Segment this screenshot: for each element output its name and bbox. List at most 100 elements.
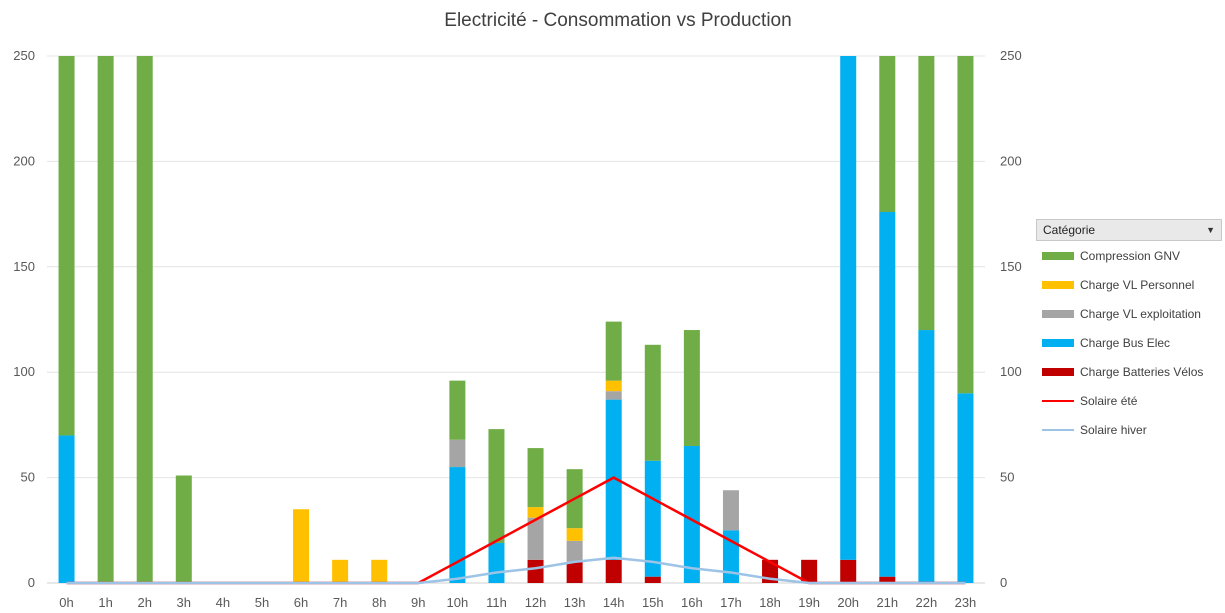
- bar-charge-vl-exploitation: [527, 517, 544, 560]
- line-solaire-ete: [66, 476, 966, 585]
- bar-charge-bus-elec: [918, 330, 935, 583]
- y-tick-label-left: 100: [13, 364, 35, 379]
- bar-charge-bus-elec: [683, 445, 700, 583]
- legend-swatch: [1042, 280, 1074, 289]
- bar-charge-bus-elec: [644, 460, 661, 577]
- bar-charge-vl-exploitation: [722, 490, 739, 531]
- x-tick-label: 12h: [525, 595, 547, 610]
- x-tick-label: 10h: [447, 595, 469, 610]
- bar-charge-vl-personnel: [566, 528, 583, 541]
- x-tick-label: 2h: [137, 595, 151, 610]
- bar-charge-vl-exploitation: [449, 439, 466, 468]
- legend-label: Charge Batteries Vélos: [1080, 364, 1204, 379]
- x-axis: 0h 1h 2h 3h 4h 5h 6h 7h 8h 9h 10h 11h 12h 13h 14h 15h 16…: [59, 595, 976, 610]
- x-tick-label: 23h: [955, 595, 977, 610]
- y-tick-label-right: 250: [1000, 48, 1022, 63]
- x-tick-label: 4h: [216, 595, 230, 610]
- legend-filter-dropdown[interactable]: Catégorie ▼: [1036, 219, 1222, 241]
- x-tick-label: 17h: [720, 595, 742, 610]
- y-tick-label-right: 0: [1000, 575, 1007, 590]
- legend-label: Charge Bus Elec: [1080, 335, 1171, 350]
- legend-label: Charge VL Personnel: [1080, 277, 1195, 292]
- legend-item: Compression GNV: [1036, 241, 1222, 270]
- legend-label: Solaire hiver: [1080, 422, 1147, 437]
- bar-compression-gnv: [449, 380, 466, 440]
- bar-charge-batteries-velos: [566, 561, 583, 583]
- legend-item: Charge Bus Elec: [1036, 328, 1222, 357]
- legend-item: Charge VL Personnel: [1036, 270, 1222, 299]
- x-tick-label: 13h: [564, 595, 586, 610]
- y-axis-left: 0 50 100 150 200 250: [13, 48, 35, 590]
- legend-swatch: [1042, 367, 1074, 376]
- bar-charge-vl-exploitation: [566, 540, 583, 562]
- bar-compression-gnv: [683, 330, 700, 446]
- bar-compression-gnv: [97, 56, 114, 583]
- y-tick-label-right: 200: [1000, 153, 1022, 168]
- bar-charge-batteries-velos: [644, 576, 661, 583]
- bar-charge-bus-elec: [957, 393, 974, 583]
- bar-charge-vl-personnel: [332, 559, 349, 583]
- bar-compression-gnv: [644, 344, 661, 461]
- x-tick-label: 22h: [916, 595, 938, 610]
- x-tick-label: 18h: [759, 595, 781, 610]
- bar-compression-gnv: [957, 56, 974, 394]
- bar-compression-gnv: [605, 321, 622, 381]
- y-tick-label-left: 0: [28, 575, 35, 590]
- bar-charge-batteries-velos: [527, 559, 544, 583]
- legend-swatch: [1042, 338, 1074, 347]
- x-tick-label: 1h: [98, 595, 112, 610]
- x-tick-label: 6h: [294, 595, 308, 610]
- y-tick-label-left: 250: [13, 48, 35, 63]
- bar-charge-bus-elec: [58, 435, 75, 583]
- bar-charge-vl-personnel: [293, 509, 310, 583]
- bar-charge-batteries-velos: [605, 559, 622, 583]
- y-axis-right: 0 50 100 150 200 250: [1000, 48, 1022, 590]
- dropdown-arrow-icon[interactable]: ▼: [1206, 225, 1215, 235]
- bar-charge-bus-elec: [605, 399, 622, 560]
- bar-compression-gnv: [879, 56, 896, 212]
- legend-label: Solaire été: [1080, 393, 1138, 408]
- x-tick-label: 19h: [798, 595, 820, 610]
- legend-swatch: [1042, 251, 1074, 260]
- bar-charge-batteries-velos: [801, 559, 818, 583]
- x-tick-label: 9h: [411, 595, 425, 610]
- x-tick-label: 0h: [59, 595, 73, 610]
- bar-compression-gnv: [136, 56, 153, 583]
- legend-label: Compression GNV: [1080, 248, 1181, 263]
- bar-charge-bus-elec: [840, 56, 857, 560]
- y-tick-label-left: 50: [21, 470, 35, 485]
- bar-charge-vl-personnel: [371, 559, 388, 583]
- bar-charge-vl-personnel: [605, 380, 622, 392]
- x-tick-label: 11h: [486, 595, 507, 610]
- bar-compression-gnv: [175, 475, 192, 583]
- chart-title: Electricité - Consommation vs Production: [444, 10, 791, 31]
- x-tick-label: 5h: [255, 595, 269, 610]
- legend-swatch: [1042, 309, 1074, 318]
- legend-items: Compression GNV Charge VL Personnel Charge…: [1036, 241, 1222, 444]
- legend-swatch: [1042, 428, 1074, 431]
- x-tick-label: 14h: [603, 595, 625, 610]
- legend-item: Solaire hiver: [1036, 415, 1222, 444]
- bar-charge-vl-personnel: [527, 507, 544, 518]
- x-tick-label: 15h: [642, 595, 664, 610]
- bar-compression-gnv: [58, 56, 75, 436]
- x-tick-label: 8h: [372, 595, 386, 610]
- x-tick-label: 20h: [837, 595, 859, 610]
- legend: Catégorie ▼ Compression GNV Charge VL Per…: [1036, 219, 1222, 444]
- legend-item: Charge VL exploitation: [1036, 299, 1222, 328]
- y-tick-label-right: 100: [1000, 364, 1022, 379]
- legend-item: Charge Batteries Vélos: [1036, 357, 1222, 386]
- line-solaire-hiver: [66, 556, 966, 585]
- legend-title: Catégorie: [1043, 223, 1096, 237]
- x-tick-label: 7h: [333, 595, 347, 610]
- x-tick-label: 16h: [681, 595, 703, 610]
- y-tick-label-right: 50: [1000, 470, 1014, 485]
- legend-item: Solaire été: [1036, 386, 1222, 415]
- bar-charge-vl-exploitation: [605, 391, 622, 400]
- line-series: [66, 476, 966, 585]
- bar-charge-batteries-velos: [840, 559, 857, 583]
- bar-charge-bus-elec: [879, 211, 896, 577]
- x-tick-label: 21h: [876, 595, 898, 610]
- bar-compression-gnv: [488, 429, 505, 543]
